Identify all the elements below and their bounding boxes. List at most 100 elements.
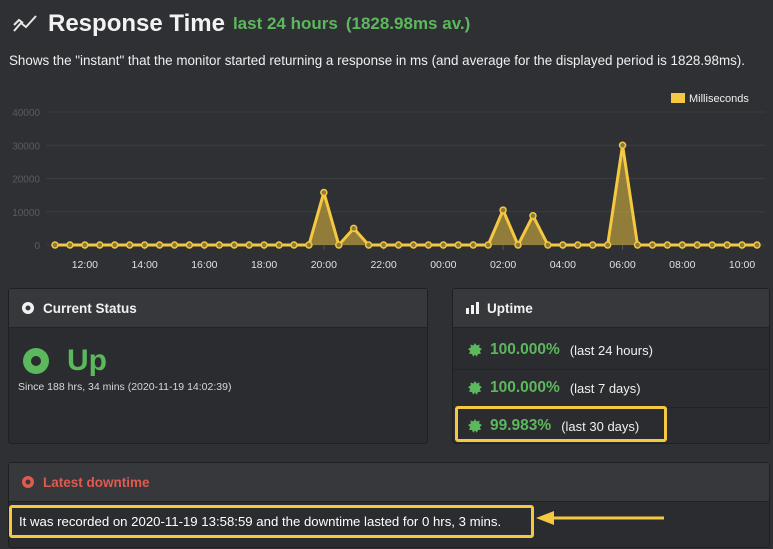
data-point <box>753 241 761 249</box>
uptime-pct-7d: 100.000% <box>490 379 560 396</box>
data-point <box>66 241 74 249</box>
data-point <box>678 241 687 249</box>
uptime-header: Uptime <box>453 289 769 328</box>
data-point <box>290 241 298 249</box>
current-status-heading: Current Status <box>43 300 137 316</box>
x-tick-label: 06:00 <box>609 259 635 271</box>
uptime-heading: Uptime <box>487 300 533 316</box>
data-point <box>260 241 268 249</box>
data-point <box>96 241 104 249</box>
data-point <box>484 241 492 249</box>
current-status-panel: Current Status Up Since 188 hrs, 34 mins… <box>8 288 428 444</box>
data-point <box>738 241 746 249</box>
x-tick-label: 16:00 <box>191 259 217 271</box>
legend-label: Milliseconds <box>689 93 749 105</box>
latest-downtime-heading: Latest downtime <box>43 474 150 490</box>
x-tick-label: 08:00 <box>669 259 695 271</box>
page-title: Response Time <box>48 10 225 37</box>
data-point <box>693 241 702 249</box>
data-point <box>409 241 418 249</box>
status-indicator: Up <box>23 344 107 378</box>
arrow-left-icon <box>536 511 664 525</box>
x-tick-label: 14:00 <box>131 259 157 271</box>
data-point <box>320 188 328 197</box>
y-tick-label: 20000 <box>12 175 40 186</box>
uptime-label-24h: (last 24 hours) <box>569 342 653 358</box>
data-point <box>559 241 567 249</box>
data-point <box>215 241 224 249</box>
data-point <box>469 241 477 249</box>
data-point <box>364 241 373 249</box>
latest-downtime-header: Latest downtime <box>9 463 769 502</box>
x-tick-label: 02:00 <box>490 259 516 271</box>
data-point <box>125 241 134 249</box>
uptime-row-7d: 100.000% (last 7 days) <box>453 369 769 408</box>
data-point <box>185 241 194 249</box>
uptime-30d-highlight <box>455 406 667 442</box>
chart-description: Shows the "instant" that the monitor sta… <box>9 53 745 68</box>
data-point <box>663 241 672 249</box>
data-point <box>379 241 388 249</box>
data-point <box>170 241 179 249</box>
x-tick-label: 20:00 <box>311 259 337 271</box>
data-point <box>335 241 343 249</box>
badge-icon <box>468 419 482 433</box>
data-point <box>439 241 448 249</box>
dot-circle-icon <box>22 476 34 488</box>
data-point <box>394 241 403 249</box>
status-up-icon <box>23 348 49 374</box>
data-point <box>454 241 463 249</box>
x-tick-label: 10:00 <box>729 259 755 271</box>
y-tick-label: 30000 <box>12 141 40 152</box>
downtime-highlight: It was recorded on 2020-11-19 13:58:59 a… <box>9 505 534 538</box>
response-time-chart: 0 10000 20000 30000 40000 12:00 14:00 16:00 18:0… <box>12 93 765 271</box>
data-point <box>200 241 209 249</box>
data-point <box>708 241 716 249</box>
data-point <box>588 241 597 249</box>
data-point <box>155 241 164 249</box>
data-point <box>275 241 283 249</box>
data-point <box>514 241 522 249</box>
series-area <box>55 145 757 245</box>
uptime-label-30d: (last 30 days) <box>561 418 640 434</box>
uptime-pct-30d: 99.983% <box>490 417 552 434</box>
data-point <box>544 241 552 249</box>
data-point <box>110 241 119 249</box>
data-point <box>424 241 433 249</box>
data-point <box>349 224 358 233</box>
data-point <box>245 241 253 249</box>
period-label: last 24 hours <box>232 14 338 33</box>
y-tick-label: 40000 <box>12 108 40 119</box>
x-tick-label: 18:00 <box>251 259 277 271</box>
dot-circle-icon <box>22 302 34 314</box>
data-point <box>603 241 612 249</box>
x-tick-label: 12:00 <box>72 259 98 271</box>
x-tick-label: 00:00 <box>430 259 456 271</box>
x-tick-label: 22:00 <box>370 259 396 271</box>
data-point <box>81 241 89 249</box>
data-point <box>140 241 149 249</box>
data-point <box>633 241 642 249</box>
uptime-row-30d: 99.983% (last 30 days) <box>453 407 769 445</box>
uptime-label-7d: (last 7 days) <box>569 380 641 396</box>
data-point <box>648 241 657 249</box>
response-time-icon <box>13 15 37 32</box>
data-point <box>723 241 731 249</box>
current-status-header: Current Status <box>9 289 427 328</box>
badge-icon <box>468 381 482 395</box>
data-point <box>618 141 627 149</box>
page-header: Response Time last 24 hours (1828.98ms a… <box>12 8 470 40</box>
data-point <box>574 241 582 249</box>
series-line <box>55 143 757 247</box>
y-tick-label: 10000 <box>12 208 40 219</box>
data-point <box>230 241 238 249</box>
badge-icon <box>468 343 482 357</box>
bar-chart-icon <box>466 302 479 314</box>
uptime-panel: Uptime 100.000% (last 24 hours) 100.000%… <box>452 288 770 444</box>
data-point <box>499 206 507 214</box>
data-point <box>529 211 537 220</box>
data-point <box>51 241 59 249</box>
uptime-row-24h: 100.000% (last 24 hours) <box>453 331 769 370</box>
average-label: (1828.98ms av.) <box>345 14 471 33</box>
x-tick-label: 04:00 <box>550 259 576 271</box>
